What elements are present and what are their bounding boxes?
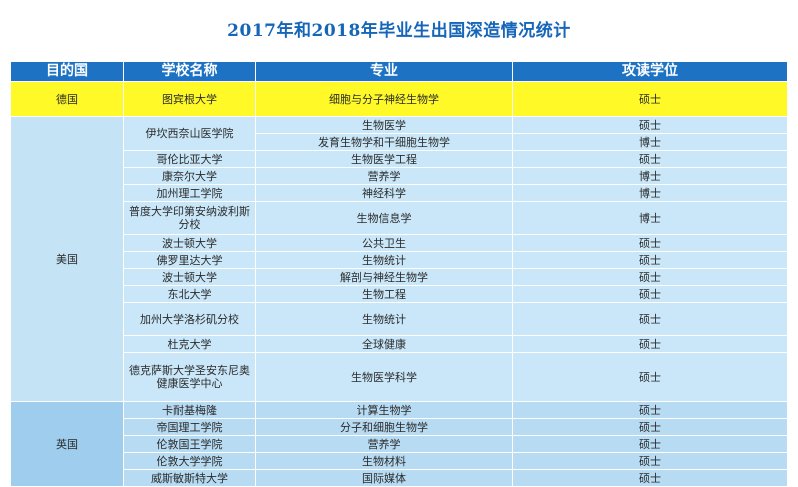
school-cell: 佛罗里达大学 (123, 251, 256, 269)
table-row: 德克萨斯大学圣安东尼奥健康医学中心 生物医学科学 硕士 (11, 352, 788, 402)
major-cell: 生物统计 (255, 251, 513, 269)
school-cell: 德克萨斯大学圣安东尼奥健康医学中心 (123, 352, 256, 402)
table-row: 东北大学 生物工程 硕士 (11, 285, 788, 303)
header-country: 目的国 (10, 61, 124, 82)
table-row: 波士顿大学 解剖与神经生物学 硕士 (11, 268, 788, 286)
school-cell: 波士顿大学 (123, 234, 256, 252)
degree-cell: 博士 (512, 133, 788, 151)
table-row: 英国 卡耐基梅隆 计算生物学 硕士 (10, 401, 788, 487)
school-cell: 伦敦大学学院 (123, 452, 256, 470)
major-cell: 营养学 (255, 435, 513, 453)
major-cell: 国际媒体 (255, 469, 513, 487)
major-cell: 生物统计 (255, 302, 513, 336)
table-row: 哥伦比亚大学 生物医学工程 硕士 (11, 150, 788, 168)
table-row: 发育生物学和干细胞生物学 博士 (11, 133, 788, 151)
major-cell: 生物医学 (255, 116, 513, 134)
table-header-row: 目的国 学校名称 专业 攻读学位 (10, 61, 788, 82)
page-title: 2017年和2018年毕业生出国深造情况统计 (227, 20, 571, 41)
major-cell: 公共卫生 (255, 234, 513, 252)
table-row: 伦敦大学学院 生物材料 硕士 (11, 452, 788, 470)
major-cell: 神经科学 (255, 184, 513, 202)
school-cell: 东北大学 (123, 285, 256, 303)
table-row: 加州理工学院 神经科学 博士 (11, 184, 788, 202)
table-row: 加州大学洛杉矶分校 生物统计 硕士 (11, 302, 788, 336)
degree-cell: 硕士 (512, 285, 788, 303)
major-cell: 解剖与神经生物学 (255, 268, 513, 286)
degree-cell: 硕士 (512, 418, 788, 436)
degree-cell: 博士 (512, 201, 788, 235)
school-cell: 哥伦比亚大学 (123, 150, 256, 168)
table-row: 佛罗里达大学 生物统计 硕士 (11, 251, 788, 269)
table-row: 帝国理工学院 分子和细胞生物学 硕士 (11, 418, 788, 436)
degree-cell: 硕士 (512, 268, 788, 286)
degree-cell: 硕士 (512, 302, 788, 336)
school-cell: 康奈尔大学 (123, 167, 256, 185)
degree-cell: 硕士 (512, 335, 788, 353)
header-degree: 攻读学位 (512, 61, 788, 82)
major-cell: 细胞与分子神经生物学 (255, 81, 513, 117)
major-cell: 生物信息学 (255, 201, 513, 235)
school-cell: 伊坎西奈山医学院 (123, 116, 256, 151)
degree-cell: 硕士 (512, 150, 788, 168)
table-row: 威斯敏斯特大学 国际媒体 硕士 (11, 469, 788, 487)
country-cell: 美国 (10, 116, 124, 402)
major-cell: 营养学 (255, 167, 513, 185)
school-cell: 杜克大学 (123, 335, 256, 353)
table-row: 伦敦国王学院 营养学 硕士 (11, 435, 788, 453)
degree-cell: 硕士 (512, 234, 788, 252)
degree-cell: 硕士 (512, 469, 788, 487)
table-row: 康奈尔大学 营养学 博士 (11, 167, 788, 185)
school-cell: 帝国理工学院 (123, 418, 256, 436)
major-cell: 计算生物学 (255, 401, 513, 419)
degree-cell: 博士 (512, 184, 788, 202)
degree-cell: 硕士 (512, 401, 788, 419)
major-cell: 分子和细胞生物学 (255, 418, 513, 436)
major-cell: 生物医学工程 (255, 150, 513, 168)
country-cell: 英国 (10, 401, 124, 487)
degree-cell: 硕士 (512, 435, 788, 453)
header-school: 学校名称 (123, 61, 256, 82)
country-cell: 德国 (10, 81, 124, 117)
major-cell: 生物医学科学 (255, 352, 513, 402)
table-row: 杜克大学 全球健康 硕士 (11, 335, 788, 353)
degree-cell: 硕士 (512, 251, 788, 269)
degree-cell: 硕士 (512, 81, 788, 117)
degree-cell: 博士 (512, 167, 788, 185)
school-cell: 普度大学印第安纳波利斯分校 (123, 201, 256, 235)
school-cell: 加州理工学院 (123, 184, 256, 202)
degree-cell: 硕士 (512, 452, 788, 470)
degree-cell: 硕士 (512, 116, 788, 134)
table-row: 普度大学印第安纳波利斯分校 生物信息学 博士 (11, 201, 788, 235)
major-cell: 发育生物学和干细胞生物学 (255, 133, 513, 151)
table-row: 美国 伊坎西奈山医学院 生物医学 硕士 (10, 116, 788, 402)
school-cell: 波士顿大学 (123, 268, 256, 286)
degree-cell: 硕士 (512, 352, 788, 402)
table-row: 波士顿大学 公共卫生 硕士 (11, 234, 788, 252)
school-cell: 加州大学洛杉矶分校 (123, 302, 256, 336)
study-abroad-table: 目的国 学校名称 专业 攻读学位 德国 图宾根大学 细胞与分子神经生物学 硕士 … (10, 61, 788, 487)
school-cell: 威斯敏斯特大学 (123, 469, 256, 487)
school-cell: 卡耐基梅隆 (123, 401, 256, 419)
major-cell: 全球健康 (255, 335, 513, 353)
major-cell: 生物工程 (255, 285, 513, 303)
school-cell: 伦敦国王学院 (123, 435, 256, 453)
major-cell: 生物材料 (255, 452, 513, 470)
header-major: 专业 (255, 61, 513, 82)
table-row: 德国 图宾根大学 细胞与分子神经生物学 硕士 (10, 81, 788, 117)
school-cell: 图宾根大学 (123, 81, 256, 117)
